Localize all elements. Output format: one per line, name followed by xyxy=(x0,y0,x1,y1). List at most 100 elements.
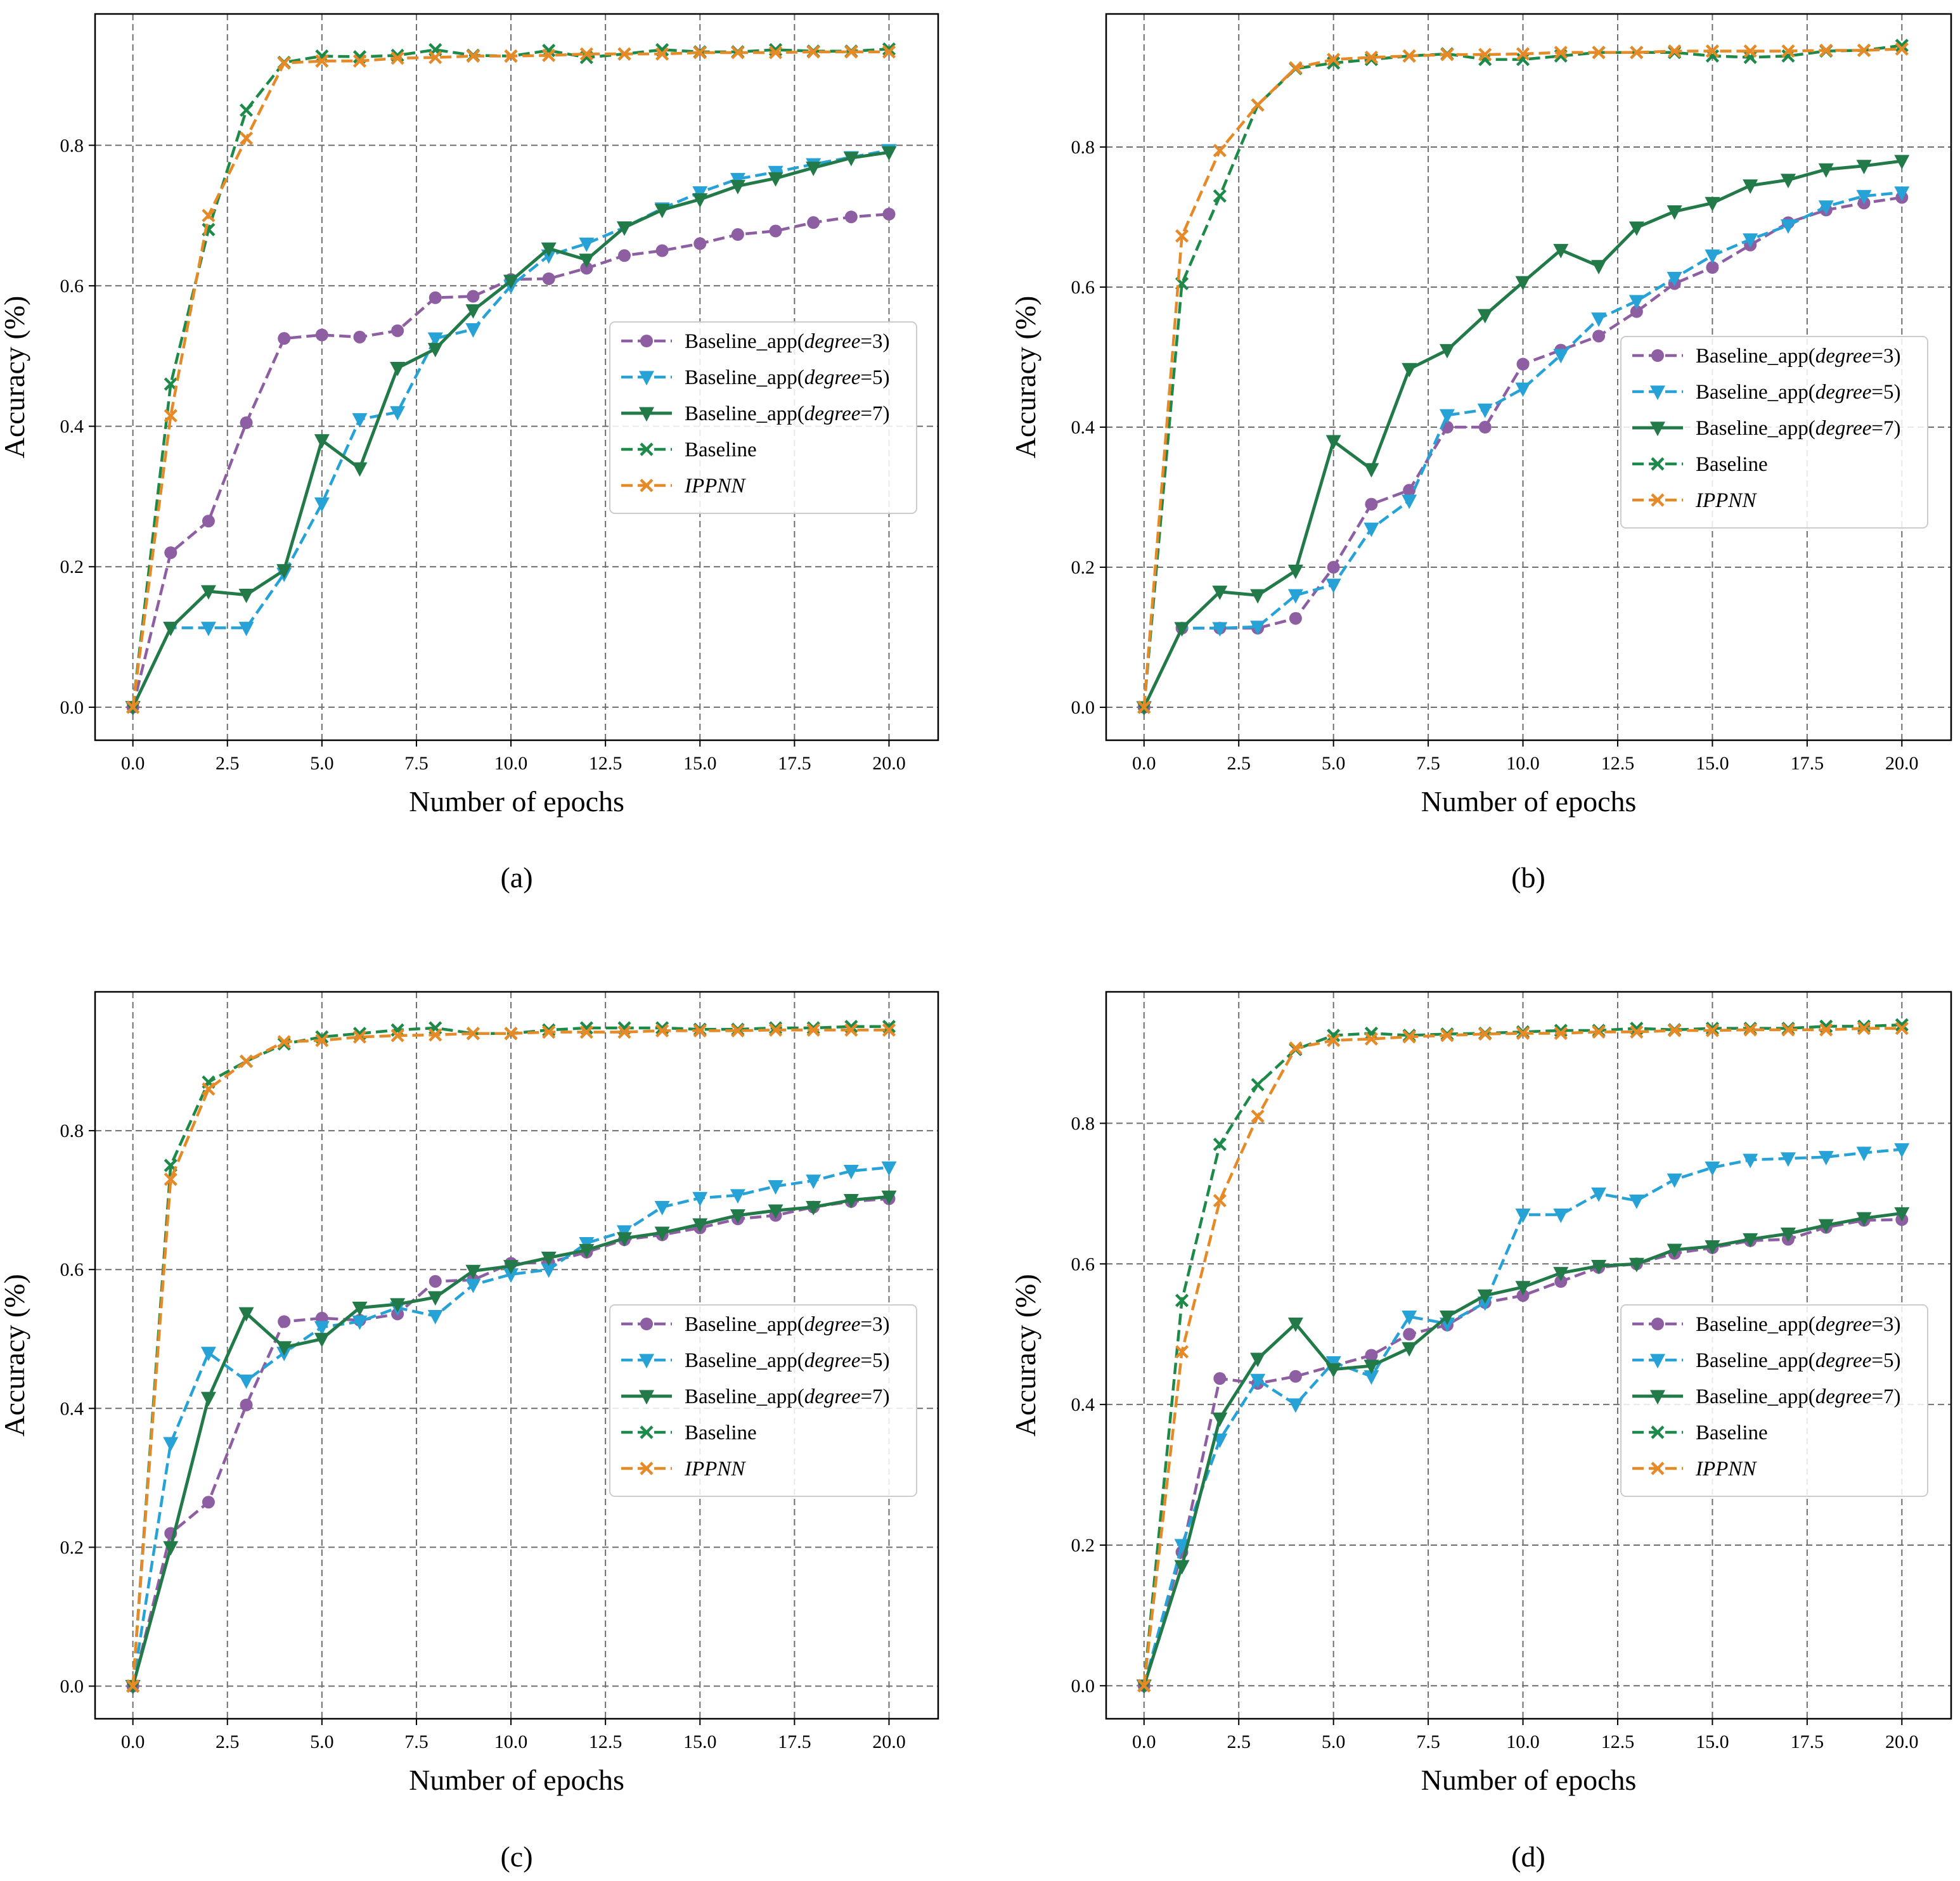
data-point xyxy=(1856,189,1872,205)
data-point xyxy=(1287,1317,1303,1332)
data-point xyxy=(1856,1146,1872,1162)
data-point xyxy=(1327,561,1340,574)
legend-marker xyxy=(1651,1425,1665,1439)
data-point xyxy=(1213,1372,1227,1385)
y-tick-label: 0.6 xyxy=(60,276,84,297)
data-point xyxy=(1478,1027,1492,1041)
x-tick-label: 15.0 xyxy=(683,753,717,774)
series-ippnn xyxy=(126,1023,896,1693)
data-point xyxy=(277,1037,291,1051)
data-point xyxy=(1705,249,1720,264)
data-point xyxy=(542,1025,556,1039)
y-tick-label: 0.4 xyxy=(60,1398,84,1419)
data-point xyxy=(541,1263,557,1278)
data-point xyxy=(1439,1310,1455,1325)
data-point xyxy=(164,1172,177,1186)
y-tick-label: 0.4 xyxy=(60,416,84,437)
data-point xyxy=(1327,1033,1341,1048)
legend-item-ippnn: IPPNN xyxy=(621,475,746,498)
data-point xyxy=(429,291,442,304)
data-point xyxy=(465,1278,481,1294)
data-point xyxy=(882,1023,896,1037)
series-line xyxy=(131,1165,889,1686)
data-point xyxy=(1325,1363,1341,1378)
ticks: 0.0 2.5 5.0 7.5 10.0 12.5 15.0 17.5 20.0 0.0 0.2 0.… xyxy=(60,135,906,774)
data-point xyxy=(843,1165,859,1179)
x-tick-label: 0.0 xyxy=(121,1731,145,1752)
legend-marker xyxy=(1651,457,1665,471)
legend-label: IPPNN xyxy=(1695,1458,1757,1480)
data-point xyxy=(730,179,745,195)
data-point xyxy=(352,1315,368,1330)
data-point xyxy=(542,48,556,62)
x-tick-label: 20.0 xyxy=(1885,753,1919,774)
legend-label: Baseline_app(degree=3) xyxy=(1696,1313,1900,1336)
data-point xyxy=(1818,1219,1834,1234)
data-point xyxy=(1706,261,1719,274)
data-point xyxy=(806,162,822,176)
chart-panel-4: 0.0 2.5 5.0 7.5 10.0 12.5 15.0 17.5 20.0 0.0 0.2 0.… xyxy=(1009,991,1952,1873)
legend-marker xyxy=(1651,493,1665,507)
data-point xyxy=(1780,174,1796,189)
data-point xyxy=(1212,622,1228,637)
data-point xyxy=(768,172,783,187)
x-tick-label: 10.0 xyxy=(494,753,528,774)
panel-caption: (c) xyxy=(500,1840,532,1873)
legend: Baseline_app(degree=3) Baseline_app(degre… xyxy=(609,321,917,514)
data-point xyxy=(617,249,631,262)
data-point xyxy=(1327,53,1341,67)
data-point xyxy=(1213,1193,1227,1208)
data-point xyxy=(202,1082,216,1096)
data-point xyxy=(579,254,595,269)
data-point xyxy=(202,209,216,222)
data-point xyxy=(806,1023,820,1037)
legend-item-baseline: Baseline xyxy=(621,439,757,461)
data-point xyxy=(730,1189,745,1204)
legend-marker xyxy=(1650,1390,1665,1405)
data-point xyxy=(163,1437,179,1452)
data-point xyxy=(1668,1024,1682,1037)
data-point xyxy=(580,262,593,275)
legend-item-baseline_app3: Baseline_app(degree=3) xyxy=(1632,345,1900,368)
data-point xyxy=(1477,1289,1493,1304)
data-point xyxy=(881,1190,897,1205)
data-point xyxy=(881,1161,897,1176)
data-point xyxy=(1553,1209,1569,1223)
plot-frame xyxy=(1105,991,1952,1720)
data-point xyxy=(429,51,442,65)
data-point xyxy=(1402,49,1416,63)
data-point xyxy=(617,1025,631,1039)
data-point xyxy=(731,46,745,60)
legend-label: Baseline_app(degree=5) xyxy=(685,1349,889,1372)
ticks: 0.0 2.5 5.0 7.5 10.0 12.5 15.0 17.5 20.0 0.0 0.2 0.… xyxy=(1071,1113,1919,1752)
data-point xyxy=(616,1232,632,1247)
data-point xyxy=(579,237,595,252)
data-point xyxy=(1364,522,1379,537)
data-point xyxy=(1894,1207,1910,1222)
series-ippnn xyxy=(126,45,896,714)
legend-marker xyxy=(1651,1318,1664,1330)
data-point xyxy=(1403,1328,1416,1341)
legend-item-baseline_app3: Baseline_app(degree=3) xyxy=(621,1313,889,1336)
data-point xyxy=(504,1027,518,1041)
legend-label: Baseline_app(degree=5) xyxy=(1696,381,1900,404)
data-point xyxy=(1516,1289,1530,1302)
data-point xyxy=(882,45,896,59)
data-point xyxy=(390,51,404,65)
series-baseline_app7 xyxy=(1136,155,1910,716)
data-point xyxy=(429,1028,442,1042)
data-point xyxy=(1781,44,1795,58)
data-point xyxy=(200,622,216,636)
data-point xyxy=(504,49,518,63)
panel-caption: (a) xyxy=(500,861,532,894)
data-point xyxy=(806,45,820,59)
y-tick-label: 0.4 xyxy=(1071,417,1095,438)
legend-label: Baseline_app(degree=3) xyxy=(685,1313,889,1336)
data-point xyxy=(1554,1026,1568,1041)
data-point xyxy=(843,151,859,167)
y-tick-label: 0.8 xyxy=(1071,137,1095,158)
data-point xyxy=(843,1194,859,1209)
data-point xyxy=(1213,143,1227,158)
data-point xyxy=(655,244,669,257)
